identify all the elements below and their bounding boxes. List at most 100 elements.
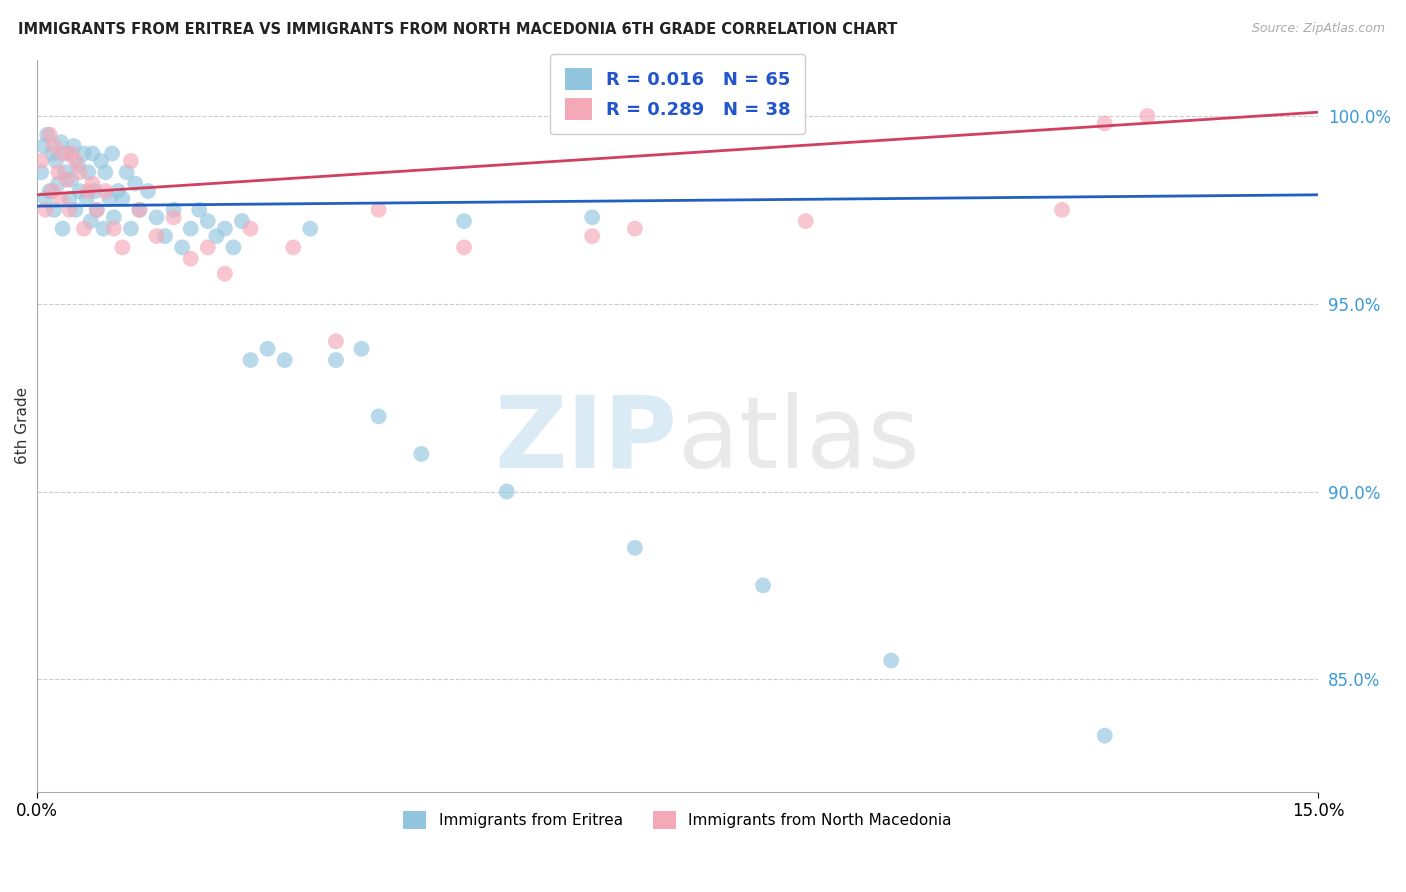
Point: [38, 128, 60, 142]
Point: [94, 184, 117, 198]
Point: [145, 211, 167, 225]
Point: [80, 214, 103, 228]
Point: [77, 184, 100, 198]
Point: [73, 221, 96, 235]
Point: [145, 229, 167, 244]
Point: [86, 202, 108, 217]
Point: [42, 139, 65, 153]
Point: [58, 192, 80, 206]
Point: [84, 184, 107, 198]
Point: [880, 653, 903, 667]
Point: [325, 353, 347, 368]
Point: [1136, 109, 1159, 123]
Point: [624, 541, 647, 555]
Point: [197, 240, 219, 254]
Point: [45, 153, 67, 168]
Point: [49, 192, 72, 206]
Point: [495, 484, 517, 499]
Point: [32, 139, 55, 153]
Point: [299, 221, 322, 235]
Point: [42, 202, 65, 217]
Point: [214, 267, 236, 281]
Point: [120, 221, 142, 235]
Point: [77, 165, 100, 179]
Point: [73, 146, 96, 161]
Point: [93, 221, 115, 235]
Point: [34, 192, 56, 206]
Point: [69, 184, 91, 198]
Point: [273, 353, 295, 368]
Point: [256, 342, 278, 356]
Point: [94, 165, 117, 179]
Point: [367, 202, 389, 217]
Text: atlas: atlas: [678, 392, 920, 489]
Point: [453, 240, 475, 254]
Point: [41, 146, 63, 161]
Point: [411, 447, 433, 461]
Point: [30, 165, 52, 179]
Point: [214, 221, 236, 235]
Point: [180, 252, 202, 266]
Point: [1050, 202, 1073, 217]
Point: [46, 177, 69, 191]
Point: [162, 202, 184, 217]
Point: [239, 221, 262, 235]
Point: [124, 177, 146, 191]
Point: [37, 128, 59, 142]
Point: [188, 202, 211, 217]
Point: [111, 192, 134, 206]
Point: [794, 214, 817, 228]
Point: [350, 342, 373, 356]
Point: [65, 153, 87, 168]
Point: [46, 165, 69, 179]
Point: [115, 165, 138, 179]
Point: [153, 229, 176, 244]
Point: [34, 202, 56, 217]
Point: [231, 214, 253, 228]
Point: [69, 165, 91, 179]
Point: [65, 202, 87, 217]
Point: [222, 240, 245, 254]
Point: [752, 578, 775, 592]
Point: [60, 146, 83, 161]
Point: [367, 409, 389, 424]
Point: [107, 184, 129, 198]
Point: [128, 202, 150, 217]
Text: IMMIGRANTS FROM ERITREA VS IMMIGRANTS FROM NORTH MACEDONIA 6TH GRADE CORRELATION: IMMIGRANTS FROM ERITREA VS IMMIGRANTS FR…: [18, 22, 897, 37]
Point: [581, 229, 603, 244]
Point: [197, 214, 219, 228]
Point: [98, 192, 121, 206]
Point: [82, 177, 104, 191]
Point: [136, 184, 159, 198]
Point: [103, 211, 125, 225]
Point: [101, 146, 124, 161]
Point: [581, 211, 603, 225]
Point: [1094, 116, 1116, 130]
Point: [82, 146, 104, 161]
Point: [52, 146, 75, 161]
Point: [49, 135, 72, 149]
Point: [30, 153, 52, 168]
Point: [624, 221, 647, 235]
Point: [120, 153, 142, 168]
Point: [172, 240, 194, 254]
Point: [58, 202, 80, 217]
Point: [325, 334, 347, 349]
Point: [111, 240, 134, 254]
Point: [62, 139, 84, 153]
Point: [162, 211, 184, 225]
Point: [205, 229, 228, 244]
Point: [41, 184, 63, 198]
Point: [1094, 729, 1116, 743]
Point: [56, 173, 79, 187]
Text: Source: ZipAtlas.com: Source: ZipAtlas.com: [1251, 22, 1385, 36]
Point: [103, 221, 125, 235]
Point: [53, 165, 76, 179]
Text: ZIP: ZIP: [495, 392, 678, 489]
Point: [76, 192, 98, 206]
Legend: Immigrants from Eritrea, Immigrants from North Macedonia: Immigrants from Eritrea, Immigrants from…: [398, 805, 957, 836]
Point: [52, 221, 75, 235]
Point: [180, 221, 202, 235]
Point: [128, 202, 150, 217]
Y-axis label: 6th Grade: 6th Grade: [15, 387, 30, 465]
